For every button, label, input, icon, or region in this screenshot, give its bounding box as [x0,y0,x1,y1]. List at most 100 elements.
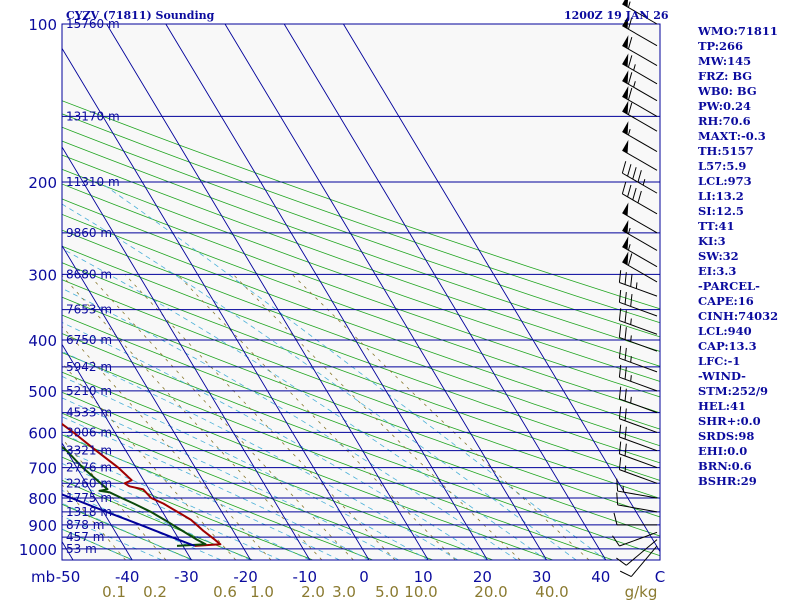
isotherm-line [106,24,429,560]
dry-adiabat-line [62,154,660,367]
mixing-ratio-tick-label: g/kg [625,583,658,600]
dry-adiabat-line [62,391,494,560]
index-value: RH:70.6 [698,114,751,128]
wind-barb [616,492,658,513]
index-value: CINH:74032 [698,309,779,323]
dry-adiabat-line [62,279,660,499]
index-value: CAP:13.3 [698,339,757,353]
height-label: 1318 m [66,505,112,519]
index-value: EHI:0.0 [698,444,748,458]
isobars [61,23,661,561]
moist-adiabat-line [62,502,192,560]
pressure-tick-label: 500 [28,383,57,401]
wind-barbs [612,0,658,577]
dewpoint-line [62,445,207,547]
temperature-tick-label: 30 [532,568,551,586]
dry-adiabat-line [62,456,313,560]
wind-barb [613,512,657,526]
wind-barb [618,424,658,452]
index-value: HEL:41 [698,399,746,413]
isotherm-line [343,24,660,553]
dry-adiabat-line [62,479,253,560]
mixing-ratio-tick-label: 1.0 [250,583,274,600]
wind-barb [619,545,658,577]
wind-barb [622,35,658,66]
dry-adiabat-line [62,100,660,310]
temperature-tick-label: 20 [473,568,492,586]
index-value: KI:3 [698,234,726,248]
pressure-tick-label: 800 [28,490,57,508]
isotherms [0,24,660,560]
temperature-tick-label: 10 [414,568,433,586]
moist-adiabat-line [62,203,577,560]
height-label: 13170 m [66,109,120,123]
moist-adiabat-line [62,515,162,560]
wind-barb [618,406,658,433]
height-label: 5942 m [66,360,112,374]
dry-adiabat-line [62,126,660,338]
isotherm-line [0,24,14,560]
wind-barb [622,0,658,25]
moist-adiabat-line [62,416,370,560]
wind-barb [618,308,658,335]
wind-barb [618,386,658,414]
mixing-ratio-line [177,274,456,560]
height-label: 11310 m [66,175,120,189]
isotherm-line [165,24,488,560]
dry-adiabat-line [62,183,660,398]
index-value: CAPE:16 [698,294,754,308]
pressure-units-label: mb [31,568,55,586]
index-value: STM:252/9 [698,384,769,398]
wind-barb [612,531,658,547]
dry-adiabat-line [62,296,660,518]
wind-barb [622,100,658,132]
height-label: 1775 m [66,491,112,505]
height-label: 7653 m [66,303,112,317]
pressure-tick-label: 700 [28,460,57,478]
index-value: -PARCEL- [698,279,760,293]
parcel-line [62,493,196,547]
index-value: TT:41 [698,219,735,233]
index-value: LCL:940 [698,324,752,338]
height-label: 2260 m [66,476,112,490]
index-value: LCL:973 [698,174,752,188]
wind-barb [622,251,658,283]
height-label: 3906 m [66,425,112,439]
wind-barb [618,457,658,484]
index-value: SRDS:98 [698,429,755,443]
index-value: L57:5.9 [698,159,747,173]
dry-adiabat-line [62,198,660,414]
index-value: BRN:0.6 [698,459,752,473]
wind-barb [622,121,658,152]
height-label: 457 m [66,530,104,544]
wind-barb [618,345,658,373]
isotherm-line [224,24,547,560]
index-value: FRZ: BG [698,69,753,83]
temperature-tick-label: -30 [174,568,199,586]
moist-adiabat-line [62,287,518,560]
chart-date: 1200Z 19 JAN 26 [564,9,669,22]
isotherm-line [62,442,133,560]
wind-barb [618,325,658,352]
temperature-tick-label: 40 [591,568,610,586]
index-value: LFC:-1 [698,354,741,368]
mixing-ratio-lines [62,274,590,560]
index-value: TP:266 [698,39,744,53]
index-value: LI:13.2 [698,189,744,203]
mixing-ratio-tick-label: 3.0 [332,583,356,600]
height-label: 878 m [66,518,104,532]
height-label: 2776 m [66,461,112,475]
height-label: 3321 m [66,444,112,458]
height-label: 4533 m [66,406,112,420]
temperature-tick-label: -40 [115,568,140,586]
chart-title: CYZV (71811) Sounding [66,9,215,22]
index-value: BSHR:29 [698,474,757,488]
dry-adiabat-line [62,168,660,382]
dry-adiabat-line [62,140,660,352]
pressure-tick-label: 900 [28,517,57,535]
height-label: 53 m [66,542,97,556]
pressure-tick-label: 600 [28,424,57,442]
dry-adiabat-line [62,314,660,537]
moist-adiabats [62,181,607,560]
index-value: -WIND- [698,369,746,383]
